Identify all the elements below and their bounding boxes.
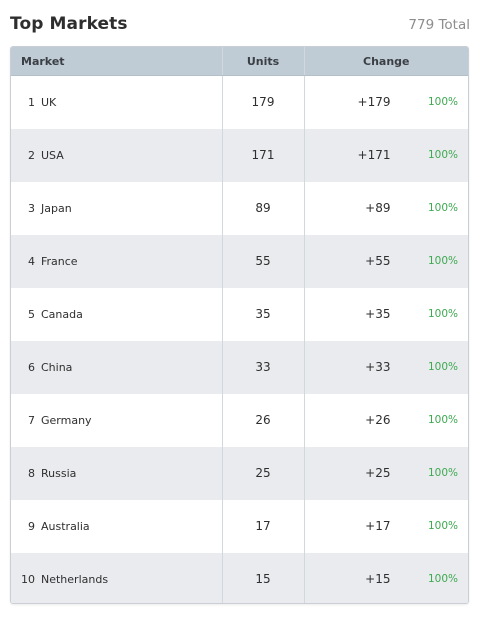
market-name: China bbox=[41, 360, 73, 374]
change-percent: 100% bbox=[427, 255, 458, 267]
rank-number: 3 bbox=[28, 201, 35, 215]
market-name: France bbox=[41, 254, 78, 268]
table-row[interactable]: 2 USA 171 +171 100% bbox=[11, 128, 468, 182]
rank-number: 10 bbox=[21, 572, 35, 586]
column-header-market[interactable]: Market bbox=[11, 47, 222, 76]
table-row[interactable]: 8 Russia 25 +25 100% bbox=[11, 446, 468, 500]
market-cell: 8 Russia bbox=[11, 447, 222, 500]
change-value: +35 bbox=[365, 307, 391, 321]
change-value: +89 bbox=[365, 201, 391, 215]
market-cell: 9 Australia bbox=[11, 500, 222, 553]
change-cell: +179 100% bbox=[303, 75, 468, 129]
rank-number: 7 bbox=[28, 413, 35, 427]
change-cell: +15 100% bbox=[303, 552, 468, 603]
market-name: UK bbox=[41, 95, 57, 109]
table-row[interactable]: 10 Netherlands 15 +15 100% bbox=[11, 552, 468, 604]
change-percent: 100% bbox=[427, 414, 458, 426]
market-cell: 4 France bbox=[11, 235, 222, 288]
table-header: Market Units Change bbox=[11, 47, 468, 76]
rank-number: 8 bbox=[28, 466, 35, 480]
change-value: +55 bbox=[365, 254, 391, 268]
table-row[interactable]: 9 Australia 17 +17 100% bbox=[11, 499, 468, 553]
market-cell: 7 Germany bbox=[11, 394, 222, 447]
markets-table: Market Units Change 1 UK 179 +179 100% 2 US… bbox=[10, 46, 469, 604]
table-body: 1 UK 179 +179 100% 2 USA 171 +171 100% 3 Japa… bbox=[11, 75, 468, 604]
table-row[interactable]: 1 UK 179 +179 100% bbox=[11, 75, 468, 129]
change-cell: +35 100% bbox=[303, 287, 468, 341]
rank-number: 6 bbox=[28, 360, 35, 374]
table-row[interactable]: 3 Japan 89 +89 100% bbox=[11, 181, 468, 235]
units-cell: 17 bbox=[221, 499, 304, 553]
market-name: USA bbox=[41, 148, 64, 162]
units-cell: 25 bbox=[221, 446, 304, 500]
rank-number: 1 bbox=[28, 95, 35, 109]
units-cell: 171 bbox=[221, 128, 304, 182]
panel-header: Top Markets 779 Total bbox=[10, 14, 470, 38]
change-value: +17 bbox=[365, 519, 391, 533]
change-percent: 100% bbox=[427, 361, 458, 373]
market-name: Russia bbox=[41, 466, 77, 480]
market-cell: 2 USA bbox=[11, 129, 222, 182]
table-row[interactable]: 4 France 55 +55 100% bbox=[11, 234, 468, 288]
market-name: Canada bbox=[41, 307, 83, 321]
change-percent: 100% bbox=[427, 573, 458, 585]
change-percent: 100% bbox=[427, 308, 458, 320]
change-cell: +55 100% bbox=[303, 234, 468, 288]
units-cell: 15 bbox=[221, 552, 304, 603]
change-percent: 100% bbox=[427, 520, 458, 532]
market-name: Germany bbox=[41, 413, 92, 427]
units-cell: 26 bbox=[221, 393, 304, 447]
rank-number: 5 bbox=[28, 307, 35, 321]
total-count: 779 Total bbox=[408, 17, 470, 33]
market-name: Japan bbox=[41, 201, 72, 215]
table-row[interactable]: 6 China 33 +33 100% bbox=[11, 340, 468, 394]
change-value: +179 bbox=[357, 95, 391, 110]
change-cell: +17 100% bbox=[303, 499, 468, 553]
change-value: +171 bbox=[357, 148, 391, 162]
change-percent: 100% bbox=[427, 467, 458, 479]
market-name: Australia bbox=[41, 519, 90, 533]
change-value: +33 bbox=[365, 360, 391, 374]
units-cell: 89 bbox=[221, 181, 304, 235]
market-cell: 5 Canada bbox=[11, 288, 222, 341]
market-cell: 6 China bbox=[11, 341, 222, 394]
rank-number: 2 bbox=[28, 148, 35, 162]
units-cell: 35 bbox=[221, 287, 304, 341]
market-cell: 10 Netherlands bbox=[11, 553, 222, 604]
change-cell: +25 100% bbox=[303, 446, 468, 500]
table-row[interactable]: 7 Germany 26 +26 100% bbox=[11, 393, 468, 447]
change-cell: +33 100% bbox=[303, 340, 468, 394]
market-cell: 3 Japan bbox=[11, 182, 222, 235]
change-value: +15 bbox=[365, 572, 391, 586]
rank-number: 9 bbox=[28, 519, 35, 533]
change-value: +25 bbox=[365, 466, 391, 480]
market-cell: 1 UK bbox=[11, 76, 222, 129]
column-header-change[interactable]: Change bbox=[303, 47, 468, 76]
rank-number: 4 bbox=[28, 254, 35, 268]
change-percent: 100% bbox=[427, 149, 458, 161]
change-cell: +26 100% bbox=[303, 393, 468, 447]
change-value: +26 bbox=[365, 413, 391, 427]
change-cell: +89 100% bbox=[303, 181, 468, 235]
table-row[interactable]: 5 Canada 35 +35 100% bbox=[11, 287, 468, 341]
change-cell: +171 100% bbox=[303, 128, 468, 182]
change-percent: 100% bbox=[427, 202, 458, 214]
units-cell: 55 bbox=[221, 234, 304, 288]
change-percent: 100% bbox=[427, 96, 458, 109]
units-cell: 33 bbox=[221, 340, 304, 394]
column-header-units[interactable]: Units bbox=[221, 47, 304, 76]
page-title: Top Markets bbox=[10, 14, 128, 34]
units-cell: 179 bbox=[221, 75, 304, 129]
market-name: Netherlands bbox=[41, 572, 109, 586]
